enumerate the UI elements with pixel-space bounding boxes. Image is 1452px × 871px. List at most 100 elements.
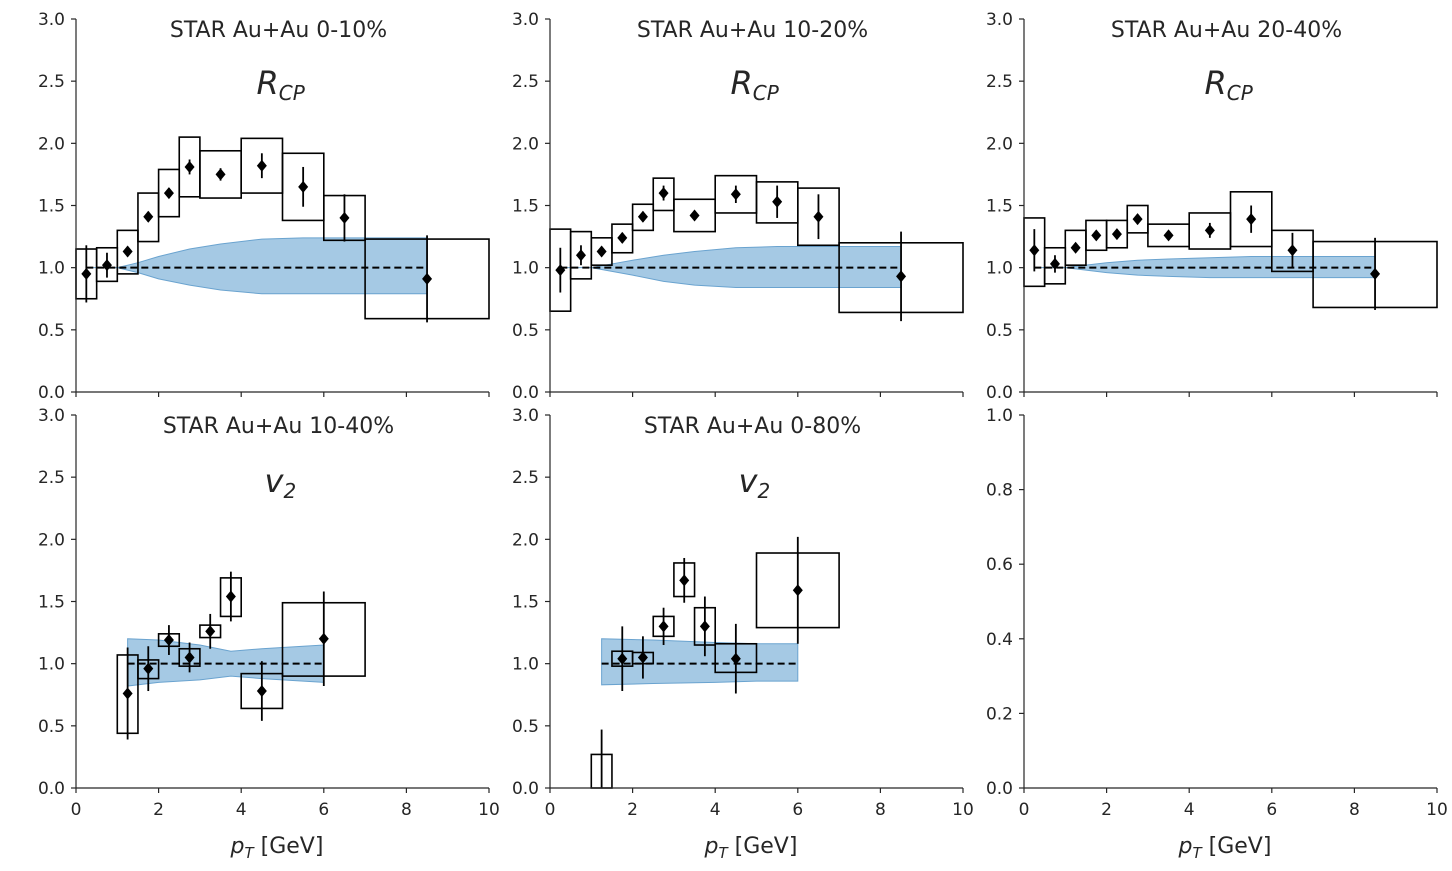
systematic-box [631, 203, 655, 232]
data-marker [1070, 241, 1081, 254]
data-marker [617, 231, 628, 244]
data-point [838, 231, 964, 322]
x-tick-label: 6 [792, 800, 803, 820]
panel-bottom-middle: 0.0 0.5 1.0 1.5 2.0 2.5 3.0 0 2 4 6 8 10 STAR Au+Au 0… [512, 406, 974, 862]
data-marker [575, 249, 586, 262]
data-marker [699, 620, 710, 633]
y-tick-label: 1.0 [512, 655, 539, 675]
data-marker [1091, 229, 1102, 242]
y-tick-label: 3.0 [38, 406, 65, 426]
data-marker [730, 188, 741, 201]
data-marker [225, 590, 236, 603]
x-tick-label: 0 [71, 800, 82, 820]
data-marker [143, 662, 154, 675]
y-tick-label: 1.0 [38, 655, 65, 675]
data-marker [730, 652, 741, 665]
y-tick-label: 3.0 [38, 10, 65, 30]
data-point [157, 168, 181, 218]
data-marker [215, 168, 226, 181]
systematic-box [796, 187, 840, 247]
panel-title: STAR Au+Au 10-40% [163, 414, 394, 439]
y-tick-label: 0.6 [986, 555, 1013, 575]
data-point [755, 181, 799, 224]
data-point [240, 661, 284, 721]
data-marker [184, 651, 195, 664]
y-tick-label: 2.5 [512, 72, 539, 92]
data-point [199, 149, 242, 199]
systematic-box [673, 198, 717, 233]
data-point [1312, 237, 1438, 310]
y-tick-label: 2.5 [512, 468, 539, 488]
y-tick-label: 2.0 [986, 134, 1013, 154]
y-tick-label: 1.5 [512, 197, 539, 217]
panel-title: STAR Au+Au 0-10% [170, 18, 387, 43]
y-tick-label: 0.5 [512, 321, 539, 341]
data-point [590, 237, 613, 266]
data-marker [163, 634, 174, 647]
y-tick-label: 1.5 [512, 593, 539, 613]
data-point [1043, 246, 1067, 285]
data-point [322, 194, 366, 242]
data-point [714, 623, 758, 694]
data-point [673, 198, 717, 233]
y-tick-label: 0.5 [512, 717, 539, 737]
data-point [652, 607, 675, 646]
data-marker [1370, 267, 1381, 280]
data-point [281, 591, 366, 687]
data-marker [339, 211, 350, 224]
data-marker [205, 625, 216, 638]
data-point [714, 174, 758, 214]
y-tick-label: 2.0 [38, 530, 65, 550]
data-marker [163, 187, 174, 200]
data-marker [1204, 224, 1215, 237]
data-marker [637, 210, 648, 223]
data-point [116, 229, 139, 275]
systematic-box [1105, 219, 1129, 249]
y-tick-label: 2.0 [512, 134, 539, 154]
y-tick-label: 3.0 [512, 10, 539, 30]
data-point [157, 625, 181, 655]
systematic-box [1229, 191, 1273, 248]
data-point [652, 177, 675, 212]
data-point [611, 223, 634, 254]
x-tick-label: 4 [236, 800, 247, 820]
data-marker [596, 245, 607, 258]
x-tick-label: 8 [1349, 800, 1360, 820]
data-point [1105, 219, 1129, 249]
data-point [673, 557, 696, 603]
x-tick-label: 2 [627, 800, 638, 820]
x-tick-label: 6 [1266, 800, 1277, 820]
observable-label: RCP [257, 64, 306, 105]
panel-title: STAR Au+Au 10-20% [637, 18, 868, 43]
data-point [281, 152, 325, 222]
data-point [1126, 204, 1149, 234]
data-point [137, 192, 160, 243]
data-marker [1246, 213, 1257, 226]
y-tick-label: 1.0 [986, 259, 1013, 279]
panel-title: STAR Au+Au 20-40% [1111, 18, 1342, 43]
data-marker [1163, 229, 1174, 242]
y-tick-label: 0.0 [986, 383, 1013, 403]
x-tick-label: 8 [875, 800, 886, 820]
data-marker [555, 264, 566, 277]
y-tick-label: 0.5 [38, 321, 65, 341]
y-tick-label: 0.0 [512, 779, 539, 799]
data-marker [318, 632, 329, 645]
systematic-box [652, 177, 675, 212]
data-point [569, 230, 593, 280]
x-tick-label: 0 [1019, 800, 1030, 820]
data-marker [658, 620, 669, 633]
y-tick-label: 3.0 [512, 406, 539, 426]
data-marker [637, 651, 648, 664]
y-tick-label: 2.5 [38, 72, 65, 92]
panel-bottom-right: 0.0 0.2 0.4 0.6 0.8 1.0 0 2 4 6 8 10 pT [GeV] [986, 406, 1448, 862]
y-tick-label: 2.5 [38, 468, 65, 488]
y-tick-label: 1.5 [38, 197, 65, 217]
data-marker [184, 160, 195, 173]
data-point [364, 235, 490, 323]
data-marker [143, 210, 154, 223]
x-tick-label: 4 [1184, 800, 1195, 820]
data-marker [81, 267, 92, 280]
x-tick-label: 4 [710, 800, 721, 820]
